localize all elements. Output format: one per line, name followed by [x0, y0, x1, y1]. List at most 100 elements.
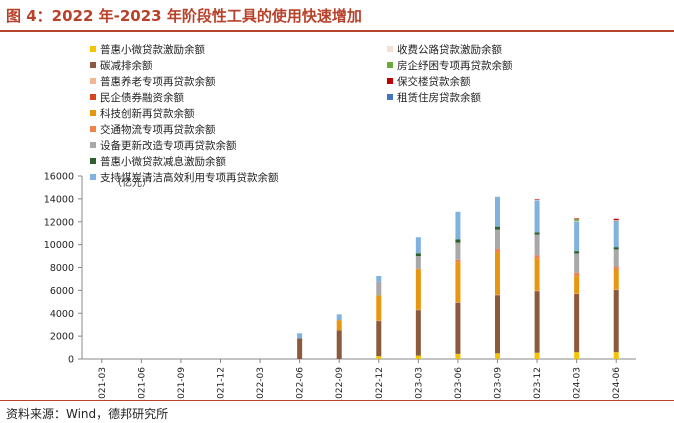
bar-segment-0-7 — [376, 356, 382, 359]
stacked-bar-chart: 普惠小微贷款激励余额碳减排余额普惠养老专项再贷款余额民企债券融资余额科技创新再贷… — [44, 43, 636, 400]
bar-segment-2-10 — [495, 294, 500, 296]
bar-segment-1-12 — [574, 293, 580, 353]
legend-label: 交通物流专项再贷款余额 — [100, 123, 216, 136]
bar-segment-8-8 — [415, 237, 421, 254]
bar-segment-4-9 — [455, 262, 461, 303]
legend-label: 普惠小微贷款激励余额 — [100, 43, 205, 56]
bar-segment-0-11 — [534, 352, 540, 359]
bar-segment-8-6 — [336, 314, 342, 321]
legend-label: 支持煤炭清洁高效利用专项再贷款余额 — [100, 171, 279, 184]
bar-segment-9-11 — [534, 199, 540, 201]
bar-segment-6-13 — [613, 249, 619, 267]
y-tick-label: 10000 — [44, 240, 74, 251]
bar-segment-9-13 — [613, 220, 619, 221]
bar-segment-4-11 — [534, 258, 540, 291]
legend-swatch — [387, 46, 393, 52]
x-tick-label: 2023-09 — [494, 367, 504, 400]
legend-swatch — [90, 158, 96, 164]
bar-segment-0-8 — [415, 355, 421, 359]
bar-segment-8-13 — [613, 220, 619, 248]
bar-segment-8-11 — [534, 200, 540, 233]
bar-segment-7-10 — [495, 226, 500, 230]
legend-label: 碳减排余额 — [100, 59, 153, 72]
legend-label: 租赁住房贷款余额 — [397, 91, 481, 104]
x-tick-label: 2021-03 — [98, 367, 108, 400]
bar-segment-4-6 — [336, 320, 342, 331]
legend-swatch — [90, 62, 96, 68]
legend-swatch — [90, 46, 96, 52]
bar-segment-1-9 — [455, 302, 461, 354]
bar-segment-4-7 — [376, 295, 382, 321]
y-tick-label: 12000 — [44, 217, 74, 228]
bar-segment-11-13 — [613, 218, 619, 221]
x-tick-label: 2022-09 — [335, 367, 345, 400]
bar-segment-1-8 — [415, 309, 421, 356]
bar-segment-11-11 — [534, 199, 540, 200]
legend-swatch — [90, 174, 96, 180]
legend-swatch — [90, 78, 96, 84]
bar-segment-7-9 — [455, 239, 461, 243]
legend-swatch — [387, 94, 393, 100]
bar-segment-1-7 — [376, 320, 382, 357]
legend-swatch — [90, 110, 96, 116]
y-tick-label: 2000 — [50, 332, 74, 343]
figure-title: 图 4：2022 年-2023 年阶段性工具的使用快速增加 — [6, 7, 362, 25]
chart-axes: 0 2000 4000 6000 8000 10000 12000 14000 16000 — [44, 172, 636, 366]
legend-label: 民企债券融资余额 — [100, 91, 184, 104]
bar-segment-6-12 — [574, 253, 580, 273]
bar-segment-2-7 — [376, 320, 382, 322]
x-tick-label: 2024-06 — [612, 367, 622, 400]
bar-segment-1-10 — [495, 294, 500, 354]
bar-segment-5-12 — [574, 272, 580, 277]
bar-segment-0-12 — [574, 352, 580, 359]
y-tick-label: 6000 — [50, 286, 74, 297]
legend-label: 科技创新再贷款余额 — [100, 107, 195, 120]
chart-bars — [297, 196, 619, 359]
legend-label: 设备更新改造专项再贷款余额 — [100, 139, 237, 152]
x-tick-labels: 2021-03 2021-06 2021-09 2021-12 2022-03 2022-… — [98, 367, 622, 400]
bar-segment-0-9 — [455, 353, 461, 359]
source-rule — [0, 400, 674, 401]
bar-segment-6-11 — [534, 234, 540, 256]
bar-segment-0-10 — [495, 353, 500, 359]
legend-swatch — [387, 62, 393, 68]
x-tick-label: 2021-12 — [217, 367, 227, 400]
bar-segment-4-13 — [613, 270, 619, 290]
bar-segment-7-12 — [574, 251, 580, 254]
y-tick-label: 16000 — [44, 172, 74, 183]
bar-segment-4-12 — [574, 276, 580, 294]
x-tick-label: 2024-03 — [573, 367, 583, 400]
bar-segment-5-9 — [455, 259, 461, 263]
y-tick-label: 0 — [68, 355, 74, 366]
legend-swatch — [90, 94, 96, 100]
bar-segment-0-13 — [613, 352, 619, 359]
legend-label: 收费公路贷款激励余额 — [397, 43, 502, 56]
source-note: 资料来源：Wind，德邦研究所 — [6, 407, 169, 421]
x-tick-label: 2022-12 — [375, 367, 385, 400]
x-tick-label: 2022-03 — [256, 367, 266, 400]
bar-segment-11-12 — [574, 218, 580, 220]
bar-segment-8-10 — [495, 196, 500, 227]
bar-segment-6-8 — [415, 256, 421, 269]
bar-segment-2-13 — [613, 289, 619, 291]
bar-segment-2-11 — [534, 290, 540, 292]
legend-swatch — [90, 126, 96, 132]
y-tick-label: 8000 — [50, 263, 74, 274]
bar-segment-8-9 — [455, 211, 461, 240]
bar-segment-5-8 — [415, 268, 421, 270]
bar-segment-4-10 — [495, 252, 500, 295]
legend-swatch — [90, 142, 96, 148]
legend-label: 房企纾困专项再贷款余额 — [397, 59, 513, 72]
bar-segment-7-8 — [415, 253, 421, 257]
bar-segment-2-8 — [415, 309, 421, 311]
legend-label: 普惠养老专项再贷款余额 — [100, 75, 216, 88]
bar-segment-8-5 — [297, 333, 303, 339]
x-tick-label: 2023-03 — [414, 367, 424, 400]
bar-segment-9-10 — [495, 196, 500, 197]
bar-segment-9-12 — [574, 220, 580, 222]
bar-segment-2-9 — [455, 302, 461, 303]
legend-label: 保交楼贷款余额 — [397, 75, 471, 88]
x-tick-label: 2023-06 — [454, 367, 464, 400]
x-tick-label: 2023-12 — [533, 367, 543, 400]
y-unit-label: （亿元） — [112, 176, 152, 189]
